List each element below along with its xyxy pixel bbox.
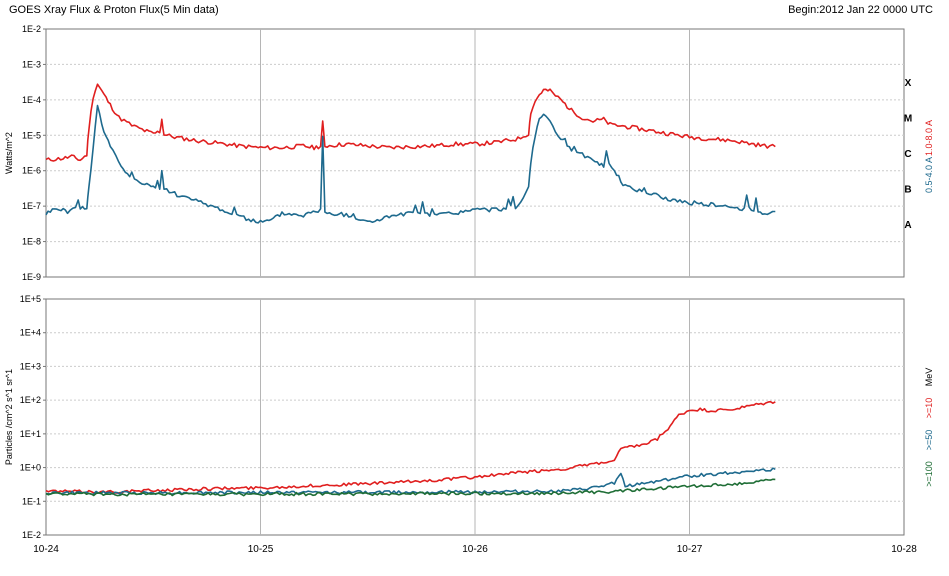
y-tick-label: 1E+1 (20, 429, 41, 439)
y-tick-label: 1E-5 (22, 130, 41, 140)
legend-red: >=10 (924, 398, 934, 419)
begin-time: Begin:2012 Jan 22 0000 UTC (788, 4, 933, 16)
chart-title: GOES Xray Flux & Proton Flux(5 Min data) (9, 4, 219, 16)
y-tick-label: 1E+4 (20, 328, 41, 338)
grid-lines (43, 28, 904, 536)
y-tick-label: 1E+2 (20, 395, 41, 405)
series-line-red (45, 83, 776, 162)
legend-green: >=100 (924, 461, 934, 487)
flare-class-label: C (904, 149, 911, 160)
legend-blue: >=50 (924, 430, 934, 451)
y-tick-label: 1E-2 (22, 24, 41, 34)
series-line-blue (45, 104, 776, 224)
flare-class-label: X (905, 78, 912, 89)
y-tick-label: 1E-9 (22, 272, 41, 282)
y-tick-label: 1E+5 (20, 294, 41, 304)
y-tick-label: 1E-4 (22, 95, 41, 105)
y-tick-label: 1E+3 (20, 361, 41, 371)
unit-label: MeV (924, 368, 934, 387)
flare-class-label: A (904, 220, 911, 231)
x-tick-label: 10-28 (891, 544, 917, 555)
y-tick-label: 1E-8 (22, 237, 41, 247)
x-tick-label: 10-24 (33, 544, 59, 555)
y-tick-label: 1E-6 (22, 166, 41, 176)
chart-labels: 10-24 10-25 10-26 10-27 10-28 1E-9 1E-8 1E-7 1E-… (4, 24, 934, 555)
y-axis-label: Particles /cm^2 s^1 sr^1 (4, 369, 14, 465)
y-tick-label: 1E-1 (22, 496, 41, 506)
flare-class-label: B (904, 184, 911, 195)
y-tick-label: 1E-2 (22, 530, 41, 540)
legend-red: 1.0-8.0 A (924, 120, 934, 156)
y-tick-label: 1E+0 (20, 463, 41, 473)
series-line-red (45, 400, 776, 494)
chart-marks (45, 83, 776, 497)
y-axis-label: Watts/m^2 (4, 132, 14, 174)
series-line-green (45, 478, 776, 497)
y-tick-label: 1E-7 (22, 201, 41, 211)
flare-class-label: M (904, 114, 912, 125)
legend-blue: 0.5-4.0 A (924, 157, 934, 193)
x-tick-label: 10-27 (677, 544, 703, 555)
x-tick-label: 10-25 (248, 544, 274, 555)
x-tick-label: 10-26 (462, 544, 488, 555)
y-tick-label: 1E-3 (22, 59, 41, 69)
